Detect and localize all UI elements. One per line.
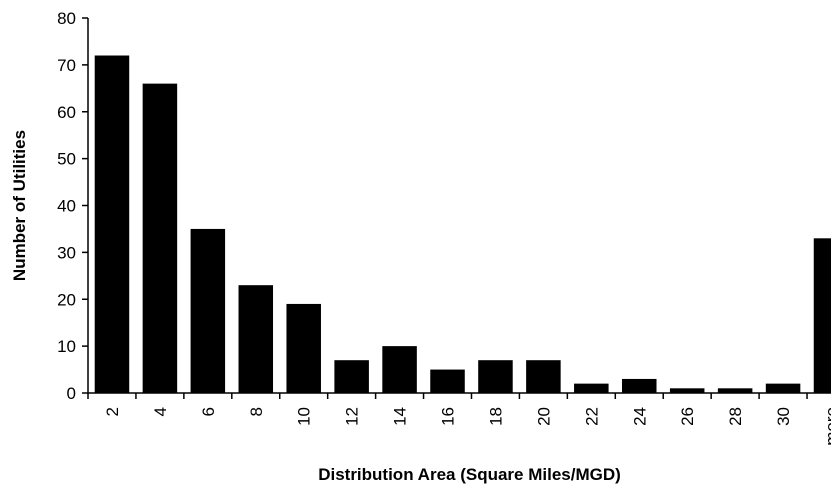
y-axis-ticks: 0 10 20 30 40 50 60 70 80	[57, 9, 88, 403]
x-axis-ticks: 2 4 6 8 10 12 14 16 18 20 22 24 26 28 30 more	[87, 393, 831, 446]
bar-14	[382, 346, 417, 393]
x-tick-label-18: 18	[486, 407, 505, 426]
bar-4	[142, 83, 178, 393]
x-tick-label-10: 10	[295, 407, 314, 426]
x-tick-label-more: more	[822, 407, 831, 446]
x-tick-label-28: 28	[726, 407, 745, 426]
x-tick-label-2: 2	[103, 407, 122, 416]
bar-8	[238, 285, 274, 393]
bars-group	[94, 55, 831, 393]
y-tick-label: 70	[57, 56, 76, 75]
x-tick-label-20: 20	[534, 407, 553, 426]
y-tick-label: 40	[57, 197, 76, 216]
x-tick-label-16: 16	[439, 407, 458, 426]
bar-2	[94, 55, 130, 393]
y-tick-label: 50	[57, 150, 76, 169]
x-tick-label-4: 4	[151, 407, 170, 416]
y-tick-label: 30	[57, 243, 76, 262]
y-tick-label: 20	[57, 290, 76, 309]
bar-24	[622, 378, 657, 393]
y-axis-title: Number of Utilities	[10, 130, 29, 281]
y-tick-label: 60	[57, 103, 76, 122]
x-tick-label-30: 30	[774, 407, 793, 426]
bar-30	[765, 383, 801, 393]
x-tick-label-14: 14	[391, 407, 410, 426]
bar-12	[334, 360, 369, 393]
y-tick-label: 0	[67, 384, 76, 403]
y-tick-label: 80	[57, 9, 76, 28]
x-tick-label-6: 6	[199, 407, 218, 416]
x-axis-title: Distribution Area (Square Miles/MGD)	[318, 465, 621, 484]
bar-26	[669, 388, 705, 393]
x-tick-label-26: 26	[678, 407, 697, 426]
bar-10	[286, 303, 321, 393]
y-tick-label: 10	[57, 337, 76, 356]
x-tick-label-8: 8	[247, 407, 266, 416]
bar-18	[478, 360, 513, 393]
bar-6	[190, 228, 226, 393]
x-tick-label-22: 22	[582, 407, 601, 426]
x-tick-label-12: 12	[343, 407, 362, 426]
x-tick-label-24: 24	[630, 407, 649, 426]
bar-20	[526, 360, 561, 393]
bar-16	[430, 369, 465, 393]
bar-22	[574, 383, 609, 393]
bar-28	[717, 388, 753, 393]
bar-more	[813, 238, 831, 393]
